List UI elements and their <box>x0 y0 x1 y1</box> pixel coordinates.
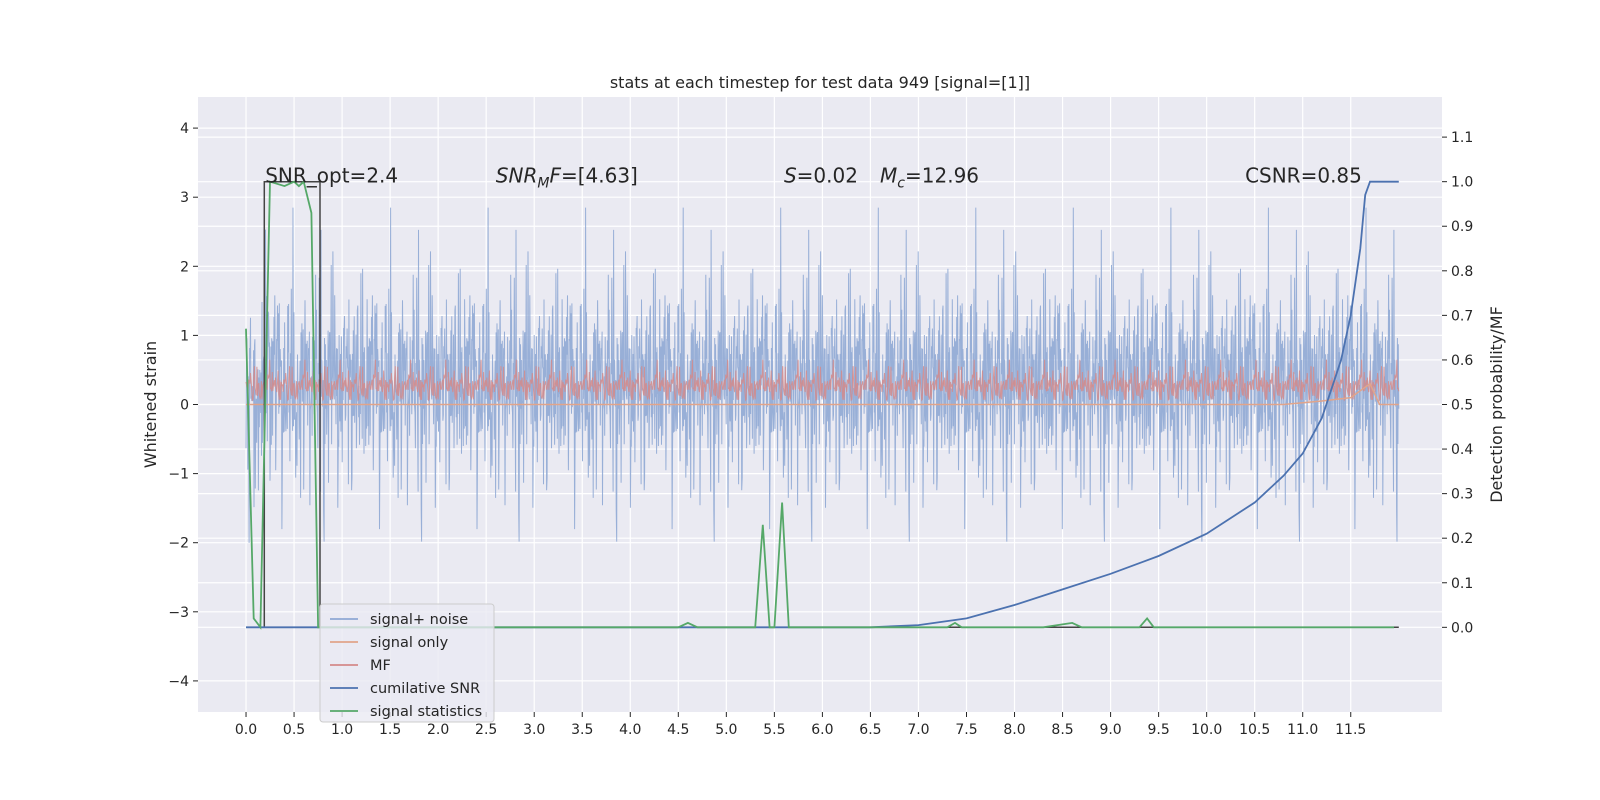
y-axis-ticks: −4 −3 −2 −1 0 1 2 3 4 <box>168 121 198 690</box>
annotation-s: S=0.02 <box>784 164 858 188</box>
x-axis-ticks: 0.0 0.5 1.0 1.5 2.0 2.5 3.0 3.5 4.0 4.5 5.0 5.5 6.0 6… <box>235 712 1366 738</box>
x-tick-label: 2.5 <box>475 722 497 738</box>
y-right-tick-label: 0.8 <box>1451 264 1473 280</box>
x-tick-label: 11.5 <box>1335 722 1366 738</box>
legend-label: signal statistics <box>370 704 482 720</box>
x-tick-label: 10.0 <box>1191 722 1222 738</box>
x-tick-label: 7.5 <box>955 722 977 738</box>
x-tick-label: 3.0 <box>523 722 545 738</box>
y-tick-label: −3 <box>168 605 189 621</box>
x-tick-label: 4.5 <box>667 722 689 738</box>
annotation-snr-mf: SNRMF=[4.63] <box>496 164 638 192</box>
y-right-tick-label: 1.0 <box>1451 175 1473 191</box>
mf-line <box>245 359 1400 402</box>
x-tick-label: 2.0 <box>427 722 449 738</box>
x-tick-label: 3.5 <box>571 722 593 738</box>
y-right-tick-label: 0.0 <box>1451 620 1473 636</box>
y-tick-label: 2 <box>180 259 189 275</box>
legend-label: signal+ noise <box>370 612 468 628</box>
x-tick-label: 1.0 <box>331 722 353 738</box>
line-series <box>245 180 1399 630</box>
x-tick-label: 1.5 <box>379 722 401 738</box>
y-right-tick-label: 1.1 <box>1451 130 1473 146</box>
y-right-tick-label: 0.6 <box>1451 353 1473 369</box>
y-tick-label: 4 <box>180 121 189 137</box>
x-tick-label: 9.0 <box>1099 722 1121 738</box>
signal-statistics-line <box>245 180 1394 630</box>
y-tick-label: 0 <box>180 398 189 414</box>
x-tick-label: 8.0 <box>1003 722 1025 738</box>
x-tick-label: 0.5 <box>283 722 305 738</box>
x-tick-label: 8.5 <box>1051 722 1073 738</box>
annotation-csnr: CSNR=0.85 <box>1245 164 1362 188</box>
y-tick-label: −2 <box>168 536 189 552</box>
chart-title: stats at each timestep for test data 949… <box>610 73 1030 92</box>
y-right-tick-label: 0.2 <box>1451 531 1473 547</box>
y-tick-label: −1 <box>168 467 189 483</box>
y-right-tick-label: 0.7 <box>1451 308 1473 324</box>
y-tick-label: 1 <box>180 328 189 344</box>
legend-box <box>319 603 495 723</box>
signal-noise-line <box>245 207 1400 543</box>
x-tick-label: 6.0 <box>811 722 833 738</box>
y-right-tick-label: 0.9 <box>1451 219 1473 235</box>
x-tick-label: 5.5 <box>763 722 785 738</box>
legend: signal+ noise signal only MF cumilative SNR… <box>319 603 495 723</box>
x-tick-label: 11.0 <box>1287 722 1318 738</box>
y-right-tick-label: 0.5 <box>1451 398 1473 414</box>
x-tick-label: 10.5 <box>1239 722 1270 738</box>
y-axis-label: Whitened strain <box>141 341 160 468</box>
mf-series <box>245 359 1400 402</box>
y-tick-label: −4 <box>168 674 189 690</box>
y-right-tick-label: 0.1 <box>1451 576 1473 592</box>
x-tick-label: 6.5 <box>859 722 881 738</box>
x-tick-label: 9.5 <box>1147 722 1169 738</box>
annotation-mc: Mc=12.96 <box>880 164 979 192</box>
annotation-snr-opt: SNR_opt=2.4 <box>265 164 398 188</box>
x-tick-label: 7.0 <box>907 722 929 738</box>
y-right-axis-ticks: 0.0 0.1 0.2 0.3 0.4 0.5 0.6 0.7 0.8 0.9 1.0 1.1 <box>1442 130 1473 636</box>
annotations: SNR_opt=2.4 SNRMF=[4.63] S=0.02 Mc=12.96 CSN… <box>265 164 1362 192</box>
legend-label: signal only <box>370 635 449 651</box>
y-tick-label: 3 <box>180 190 189 206</box>
x-tick-label: 4.0 <box>619 722 641 738</box>
x-tick-label: 5.0 <box>715 722 737 738</box>
y-right-tick-label: 0.3 <box>1451 487 1473 503</box>
signal-noise-series <box>245 207 1400 543</box>
y-right-axis-label: Detection probability/MF <box>1487 306 1506 503</box>
signal-only-line <box>246 382 1399 406</box>
legend-label: cumilative SNR <box>370 681 480 697</box>
y-right-tick-label: 0.4 <box>1451 442 1473 458</box>
legend-label: MF <box>370 658 391 674</box>
x-tick-label: 0.0 <box>235 722 257 738</box>
